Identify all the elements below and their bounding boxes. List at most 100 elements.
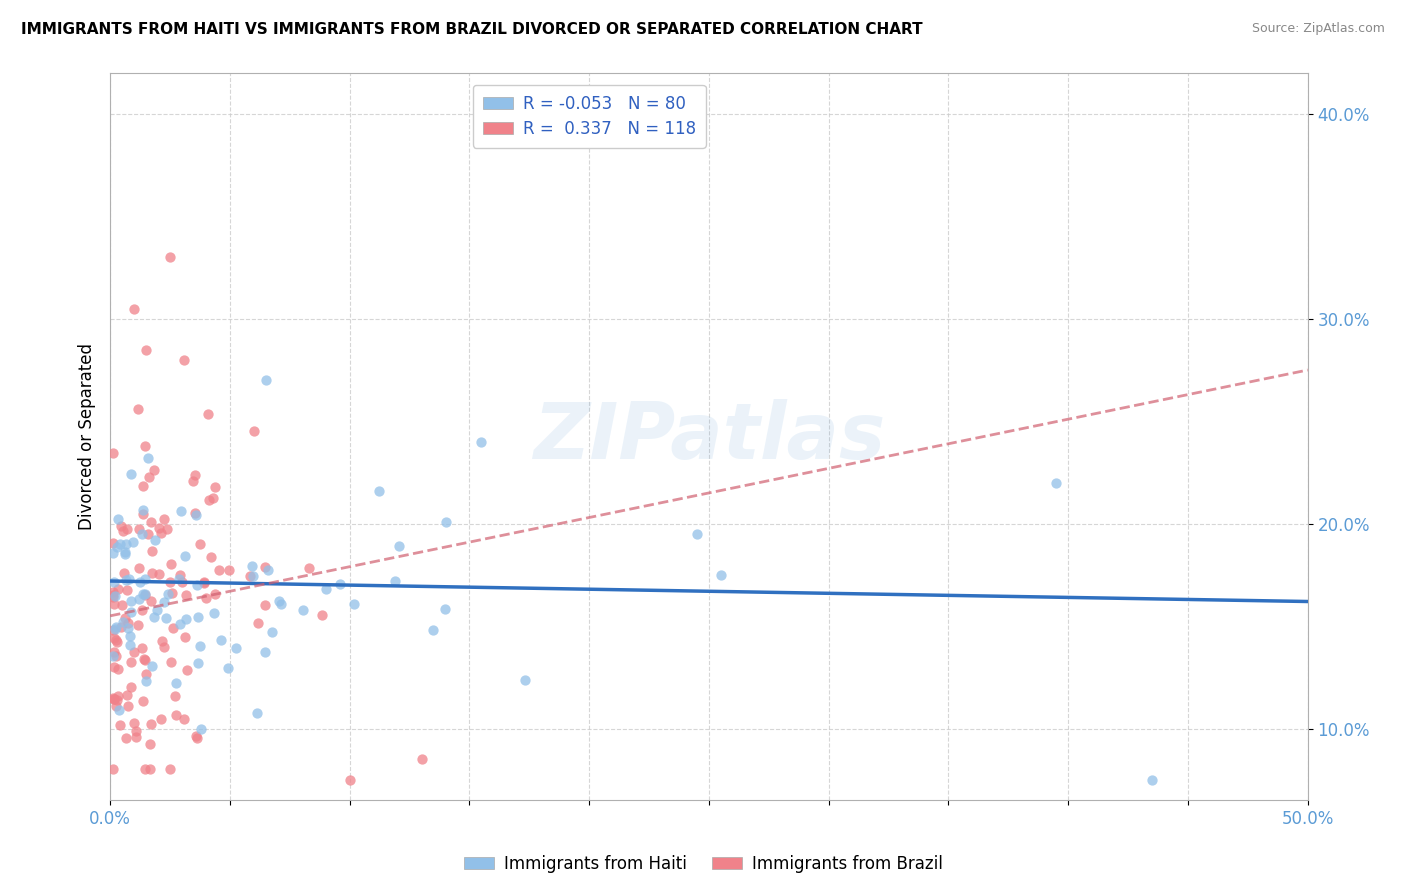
Point (108, 702, 131, 716)
Point (108, 537, 131, 551)
Point (148, 521, 170, 535)
Point (422, 623, 444, 637)
Point (132, 652, 155, 666)
Point (710, 567, 733, 582)
Point (132, 507, 155, 521)
Point (174, 589, 197, 603)
Point (131, 693, 153, 707)
Point (107, 689, 129, 703)
Point (243, 425, 266, 439)
Point (103, 597, 125, 611)
Point (111, 615, 134, 629)
Point (104, 698, 127, 713)
Point (165, 708, 187, 723)
Point (110, 620, 132, 634)
Point (260, 624, 283, 639)
Point (120, 655, 142, 669)
Point (105, 635, 128, 649)
Point (1140, 772, 1163, 787)
Point (127, 402, 149, 417)
Point (165, 676, 187, 690)
Point (128, 522, 150, 536)
Point (153, 594, 176, 608)
Point (118, 639, 141, 653)
Point (134, 588, 156, 602)
Point (169, 616, 191, 631)
Point (107, 582, 129, 596)
Point (142, 609, 165, 624)
Point (122, 535, 145, 549)
Point (101, 584, 124, 599)
Point (197, 493, 219, 508)
Point (138, 737, 160, 751)
Point (162, 585, 184, 599)
Point (139, 717, 162, 731)
Point (131, 527, 153, 541)
Point (143, 533, 166, 548)
Point (131, 641, 153, 656)
Point (104, 589, 127, 603)
Point (103, 631, 125, 645)
Point (114, 611, 136, 625)
Point (103, 575, 125, 590)
Point (187, 610, 209, 624)
Y-axis label: Divorced or Separated: Divorced or Separated (79, 343, 96, 530)
Point (157, 587, 180, 601)
Point (204, 480, 226, 494)
Point (135, 667, 157, 681)
Point (247, 615, 270, 630)
Point (153, 640, 176, 655)
Point (142, 462, 165, 476)
Point (240, 558, 263, 573)
Point (115, 688, 138, 702)
Point (159, 763, 181, 777)
Point (184, 729, 207, 743)
Point (115, 536, 138, 550)
Point (411, 752, 433, 766)
Point (101, 445, 124, 459)
Point (174, 612, 197, 626)
Point (132, 587, 155, 601)
Point (103, 690, 125, 705)
Point (149, 526, 172, 541)
Point (159, 557, 181, 571)
Point (190, 722, 212, 736)
Point (186, 508, 208, 522)
Point (136, 451, 159, 466)
Point (135, 673, 157, 688)
Point (135, 343, 157, 357)
Point (169, 572, 191, 586)
Point (107, 662, 129, 676)
Point (120, 594, 142, 608)
Point (101, 546, 124, 560)
Point (291, 603, 314, 617)
Point (111, 598, 134, 612)
Point (117, 615, 139, 630)
Point (188, 537, 211, 551)
Point (209, 632, 232, 647)
Point (194, 591, 217, 606)
Point (165, 690, 187, 704)
Point (218, 564, 240, 578)
Point (125, 723, 148, 738)
Point (187, 656, 209, 670)
Point (253, 559, 276, 574)
Point (125, 730, 148, 744)
Point (132, 502, 155, 516)
Point (202, 606, 225, 620)
Point (150, 634, 173, 648)
Point (173, 631, 195, 645)
Point (197, 407, 219, 421)
Point (120, 467, 142, 481)
Point (181, 474, 204, 488)
Point (257, 563, 280, 577)
Point (254, 373, 277, 387)
Point (118, 630, 141, 644)
Point (112, 566, 135, 581)
Point (114, 547, 136, 561)
Point (242, 569, 264, 583)
Point (384, 574, 406, 588)
Point (193, 574, 215, 589)
Point (105, 540, 128, 554)
Point (186, 577, 208, 591)
